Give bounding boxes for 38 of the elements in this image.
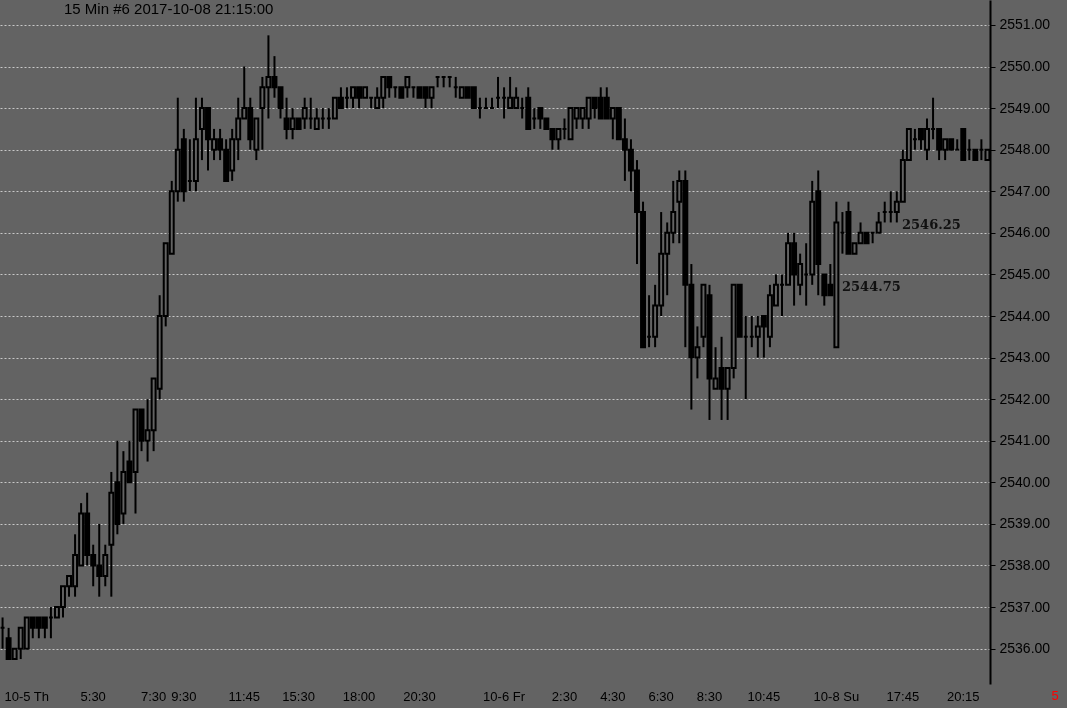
candlestick [875,211,882,234]
x-tick-label: 5:30 [80,688,106,704]
y-tick-label: 2537.00 [999,598,1051,615]
y-tick-label: 2544.00 [999,307,1051,324]
x-tick-label: 18:00 [342,688,376,704]
x-tick-label: 11:45 [228,688,261,704]
x-tick-label: 2:30 [551,688,578,704]
x-tick-label: 17:45 [886,688,920,704]
x-tick-label: 9:30 [171,688,197,704]
x-tick-label: 20:30 [403,688,436,704]
y-tick-label: 2542.00 [999,390,1051,407]
y-tick-label: 2546.00 [999,224,1051,241]
y-tick-label: 2551.00 [999,16,1051,33]
y-tick-label: 2550.00 [999,58,1051,75]
y-tick-label: 2547.00 [999,182,1051,199]
chart-title: 15 Min #6 2017-10-08 21:15:00 [64,0,274,17]
y-tick-label: 2539.00 [999,515,1051,532]
x-tick-label: 15:30 [282,688,315,704]
y-tick-label: 2549.00 [999,99,1051,116]
x-tick-label: 8:30 [696,688,723,704]
x-tick-label: 20:15 [946,688,980,704]
y-tick-label: 2538.00 [999,557,1051,573]
y-tick-label: 2540.00 [999,473,1051,490]
annotation: 2544.75 [842,279,901,294]
y-tick-label: 2536.00 [999,640,1051,657]
x-tick-label: 7:30 [140,688,167,704]
x-tick-label: 4:30 [600,688,626,704]
x-tick-label: 6:30 [648,688,674,704]
y-tick-label: 2548.00 [999,141,1051,158]
x-tick-label: 10-6 Fr [483,688,526,704]
y-tick-label: 2541.00 [999,432,1051,449]
x-tick-label: 10-8 Su [813,688,860,704]
x-tick-label: 10:45 [747,688,781,704]
y-tick-label: 2545.00 [999,265,1051,282]
text: 5 [1051,688,1059,703]
annotation: 2546.25 [902,217,961,232]
x-tick-label: 10-5 Th [4,688,50,704]
y-tick-label: 2543.00 [999,349,1051,366]
